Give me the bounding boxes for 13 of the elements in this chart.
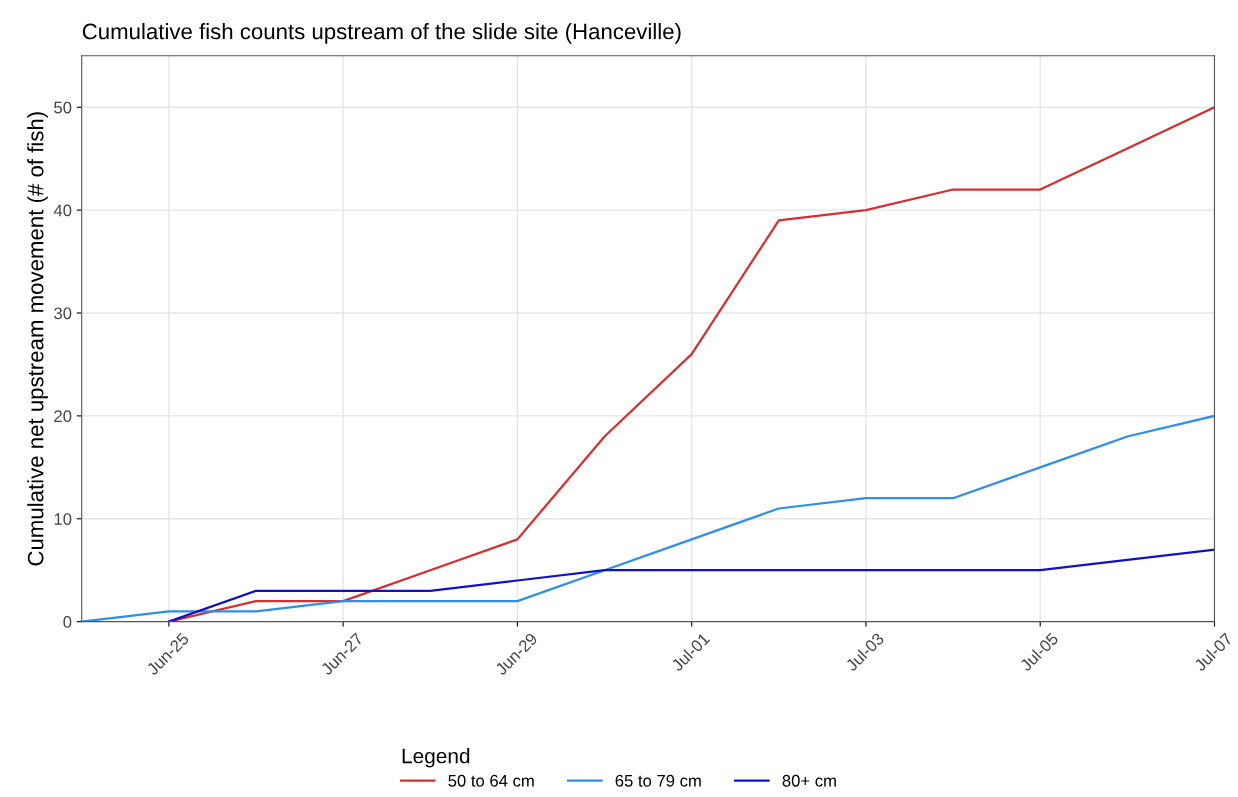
chart-title: Cumulative fish counts upstream of the slide site (Hanceville) <box>82 23 681 44</box>
legend-label: 80+ cm <box>782 774 836 787</box>
y-tick-label: 50 <box>54 101 72 114</box>
y-tick-label: 40 <box>53 204 72 217</box>
y-tick-label: 30 <box>54 307 72 320</box>
y-tick-label: 20 <box>54 410 72 423</box>
legend-label: 65 to 79 cm <box>615 774 701 787</box>
y-axis-title: Cumulative net upstream movement (# of fish) <box>27 112 48 566</box>
line-series <box>167 548 1215 622</box>
legend-title: Legend <box>402 748 470 768</box>
y-tick-label: 0 <box>63 616 72 628</box>
y-tick-label: 10 <box>54 513 72 525</box>
legend-label: 50 to 64 cm <box>448 774 534 787</box>
